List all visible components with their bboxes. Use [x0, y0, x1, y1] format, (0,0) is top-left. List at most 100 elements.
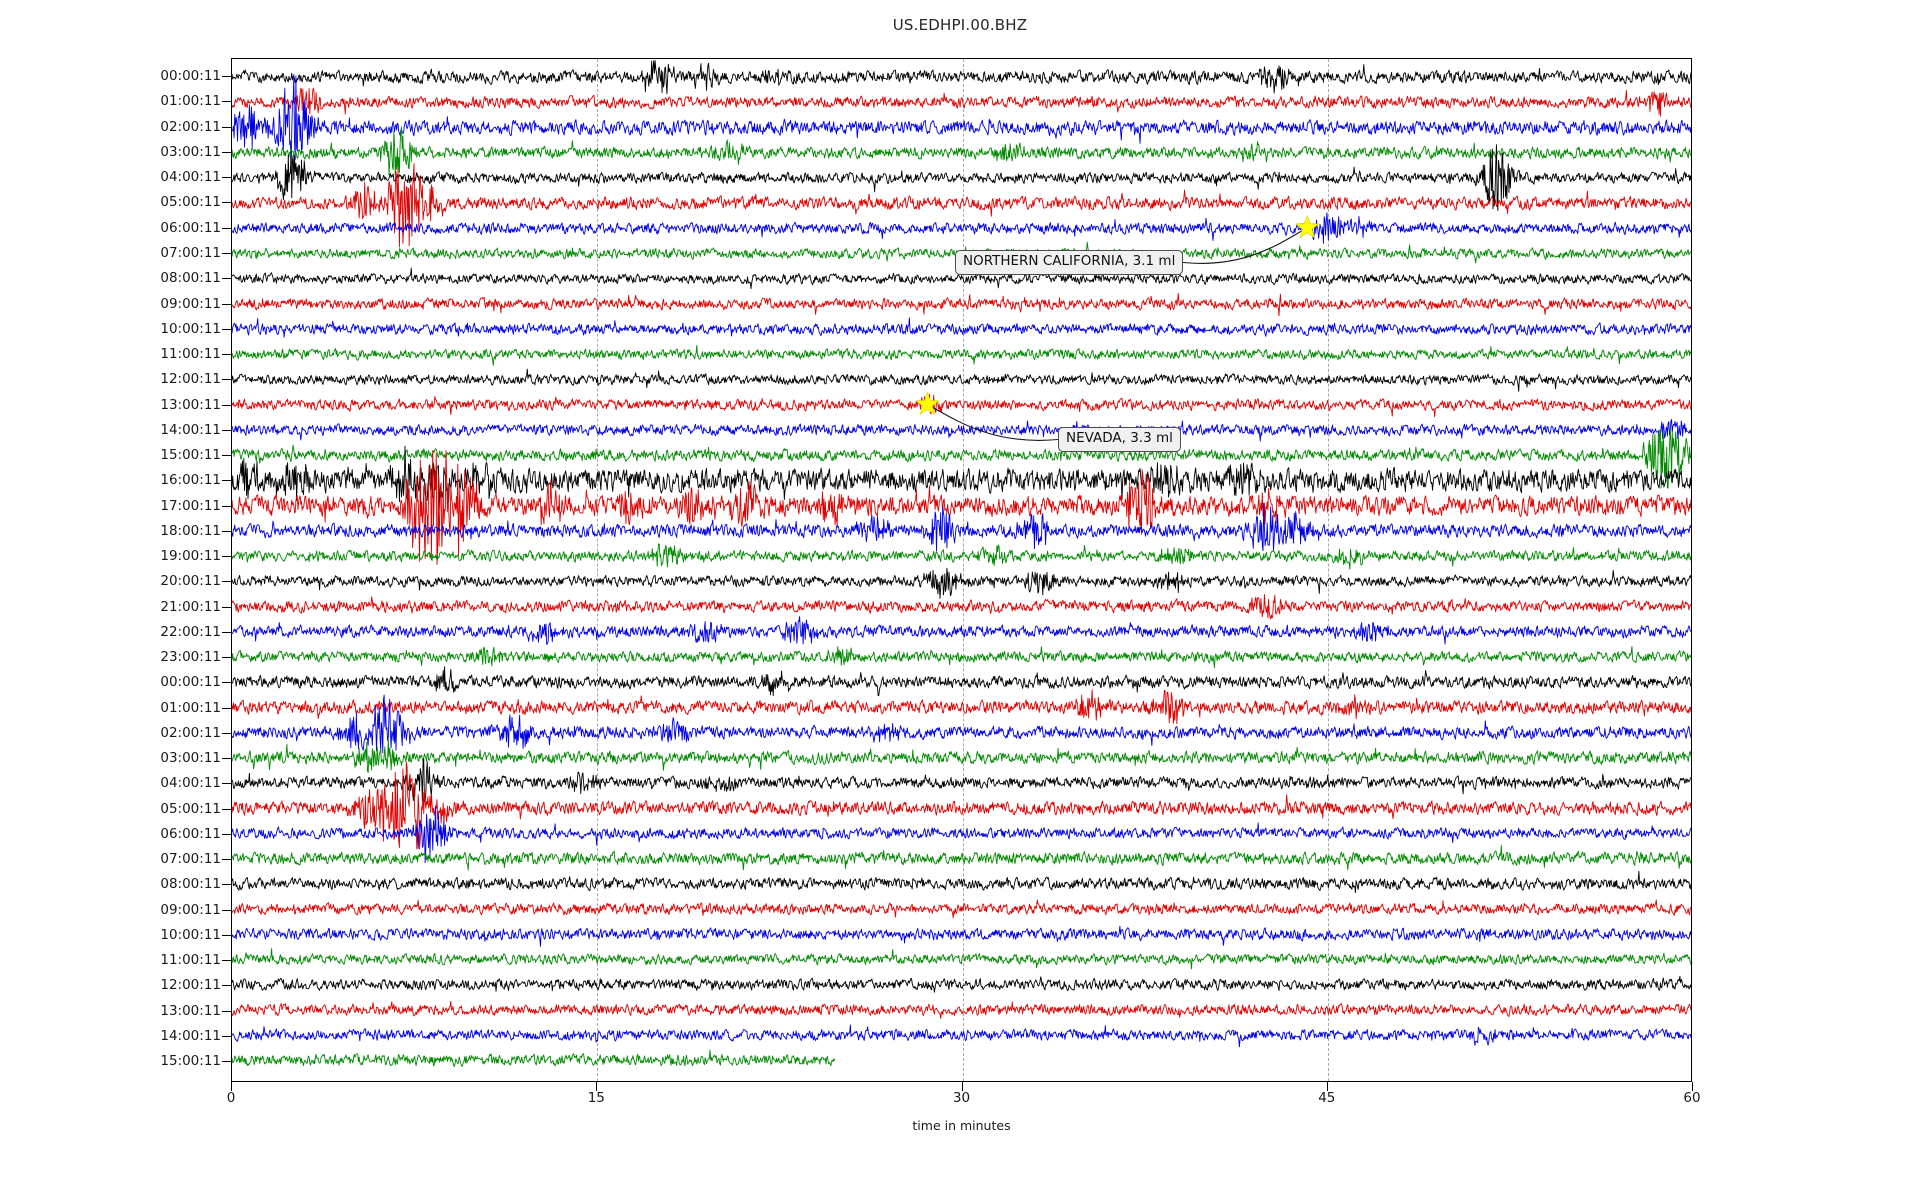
trace-15: [232, 428, 1691, 488]
trace-5: [232, 164, 1691, 247]
x-tick-label-60: 60: [1683, 1090, 1701, 1106]
y-tick-label-28: 04:00:11: [160, 775, 221, 792]
y-tick-label-24: 00:00:11: [160, 674, 221, 691]
event-label-0: NORTHERN CALIFORNIA, 3.1 ml: [955, 250, 1184, 275]
trace-16: [232, 446, 1691, 509]
y-tick-mark-17: [222, 505, 231, 507]
y-tick-label-14: 14:00:11: [160, 421, 221, 438]
trace-22: [232, 617, 1691, 645]
y-tick-label-29: 05:00:11: [160, 800, 221, 817]
y-tick-mark-39: [222, 1061, 231, 1062]
y-tick-mark-26: [222, 732, 231, 734]
trace-9: [232, 293, 1691, 315]
y-tick-mark-4: [222, 177, 231, 179]
trace-35: [232, 949, 1691, 969]
x-tick-label-30: 30: [952, 1090, 971, 1106]
y-tick-label-22: 22:00:11: [160, 623, 221, 640]
trace-36: [232, 976, 1691, 992]
trace-29: [232, 762, 1691, 849]
y-tick-label-3: 03:00:11: [160, 143, 221, 160]
y-tick-label-19: 19:00:11: [160, 548, 221, 564]
trace-38: [232, 1025, 1691, 1047]
trace-13: [232, 394, 1691, 416]
y-tick-mark-31: [222, 859, 231, 860]
y-tick-label-27: 03:00:11: [160, 750, 221, 766]
y-tick-label-6: 06:00:11: [160, 219, 221, 236]
y-tick-mark-3: [222, 151, 231, 153]
y-tick-mark-25: [222, 707, 231, 709]
trace-12: [232, 369, 1691, 391]
page-title: US.EDHPI.00.BHZ: [892, 16, 1028, 34]
x-tick-mark-30: [961, 1082, 963, 1091]
y-tick-mark-36: [222, 985, 231, 987]
y-tick-mark-18: [222, 530, 231, 532]
y-tick-mark-32: [222, 884, 231, 886]
y-tick-label-5: 05:00:11: [160, 194, 221, 211]
y-tick-mark-8: [222, 278, 231, 280]
y-tick-mark-9: [222, 303, 231, 305]
trace-28: [232, 758, 1691, 802]
y-tick-mark-23: [222, 657, 231, 658]
trace-31: [232, 845, 1691, 870]
y-tick-mark-5: [222, 202, 231, 204]
y-tick-label-18: 18:00:11: [160, 522, 221, 539]
y-tick-mark-37: [222, 1010, 231, 1012]
y-tick-label-15: 15:00:11: [160, 447, 221, 463]
y-tick-label-38: 14:00:11: [160, 1027, 221, 1044]
trace-32: [232, 871, 1691, 892]
y-tick-mark-38: [222, 1035, 231, 1037]
y-tick-label-0: 00:00:11: [160, 68, 221, 85]
trace-6: [232, 213, 1691, 244]
y-tick-label-11: 11:00:11: [160, 346, 221, 362]
y-tick-label-17: 17:00:11: [160, 497, 221, 514]
trace-26: [232, 695, 1691, 753]
trace-3: [232, 127, 1691, 175]
trace-2: [232, 74, 1691, 171]
y-tick-label-16: 16:00:11: [160, 472, 221, 489]
y-tick-label-34: 10:00:11: [160, 926, 221, 943]
y-tick-mark-6: [222, 227, 231, 229]
gridline-45: [1327, 59, 1329, 1081]
y-tick-label-33: 09:00:11: [160, 901, 221, 918]
seismogram-traces: [232, 59, 1691, 1081]
x-tick-label-0: 0: [226, 1090, 236, 1106]
y-tick-label-31: 07:00:11: [160, 851, 221, 867]
trace-10: [232, 318, 1691, 337]
y-tick-label-20: 20:00:11: [160, 573, 221, 590]
y-tick-label-25: 01:00:11: [160, 699, 221, 716]
event-label-1: NEVADA, 3.3 ml: [1058, 427, 1181, 452]
x-tick-mark-60: [1692, 1082, 1693, 1091]
y-tick-label-8: 08:00:11: [160, 270, 221, 287]
trace-23: [232, 646, 1691, 667]
y-tick-mark-29: [222, 808, 231, 810]
y-tick-label-10: 10:00:11: [160, 320, 221, 337]
y-tick-label-30: 06:00:11: [160, 825, 221, 842]
y-tick-mark-1: [222, 101, 231, 103]
y-tick-mark-7: [222, 253, 231, 254]
y-tick-mark-14: [222, 429, 231, 431]
trace-18: [232, 503, 1691, 551]
y-tick-mark-16: [222, 480, 231, 482]
trace-39: [232, 1050, 835, 1067]
x-tick-mark-15: [596, 1082, 598, 1091]
trace-17: [232, 450, 1691, 564]
trace-0: [232, 61, 1691, 94]
trace-25: [232, 690, 1691, 724]
y-tick-mark-27: [222, 758, 231, 759]
x-axis-label: time in minutes: [912, 1118, 1011, 1133]
y-tick-label-32: 08:00:11: [160, 876, 221, 893]
plot-area: [231, 58, 1692, 1082]
x-tick-mark-0: [231, 1082, 232, 1091]
y-tick-mark-19: [222, 556, 231, 557]
y-tick-mark-34: [222, 934, 231, 936]
trace-14: [232, 419, 1691, 441]
y-tick-mark-11: [222, 354, 231, 355]
y-tick-mark-33: [222, 909, 231, 911]
y-tick-mark-0: [222, 76, 231, 78]
y-tick-label-4: 04:00:11: [160, 169, 221, 186]
trace-1: [232, 88, 1691, 116]
y-tick-label-9: 09:00:11: [160, 295, 221, 312]
trace-30: [232, 807, 1691, 863]
y-tick-label-39: 15:00:11: [160, 1053, 221, 1069]
